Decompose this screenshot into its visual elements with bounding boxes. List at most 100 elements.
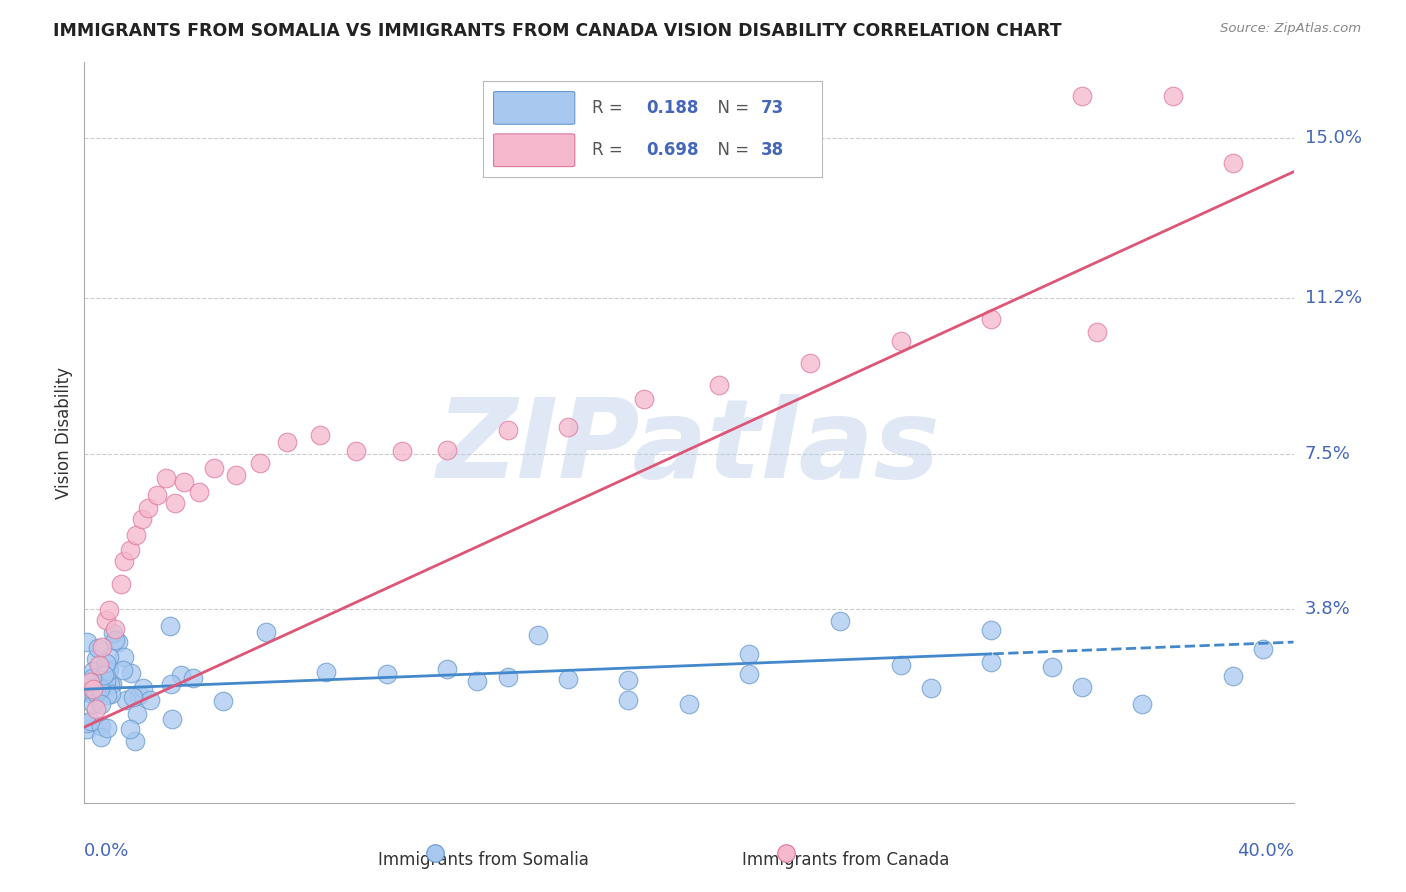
Point [467, 674, 489, 689]
Point [97, 664, 120, 678]
Point [96, 674, 118, 689]
Point [181, 671, 204, 685]
Point [1161, 89, 1184, 103]
Point [98, 677, 121, 691]
Point [104, 632, 127, 647]
Text: 0.0%: 0.0% [84, 842, 129, 860]
Point [496, 669, 519, 683]
Point [188, 484, 211, 499]
Point [617, 673, 640, 687]
Point [90, 730, 112, 744]
Point [391, 443, 413, 458]
Point [132, 681, 155, 695]
Y-axis label: Vision Disability: Vision Disability [55, 367, 73, 499]
Point [87, 640, 110, 655]
Point [120, 723, 142, 737]
Point [1253, 642, 1275, 657]
Point [120, 666, 142, 681]
Text: IMMIGRANTS FROM SOMALIA VS IMMIGRANTS FROM CANADA VISION DISABILITY CORRELATION : IMMIGRANTS FROM SOMALIA VS IMMIGRANTS FR… [53, 22, 1062, 40]
Point [90, 665, 112, 679]
Text: 7.5%: 7.5% [1305, 444, 1351, 463]
Point [79, 714, 101, 729]
Text: 11.2%: 11.2% [1305, 289, 1362, 307]
Point [89, 658, 111, 673]
Point [96, 721, 118, 735]
Text: Immigrants from Canada: Immigrants from Canada [742, 851, 950, 869]
Point [82, 682, 104, 697]
Point [82, 697, 104, 711]
Point [90, 719, 112, 733]
Point [104, 622, 127, 636]
Point [165, 496, 187, 510]
Point [96, 688, 118, 702]
Point [159, 619, 181, 633]
Text: 40.0%: 40.0% [1237, 842, 1294, 860]
Point [799, 356, 821, 370]
Point [83, 688, 105, 702]
Point [557, 673, 579, 687]
Point [139, 693, 162, 707]
Point [1040, 660, 1063, 674]
Point [114, 650, 136, 665]
Point [202, 461, 225, 475]
Point [97, 650, 120, 665]
Text: 3.8%: 3.8% [1305, 600, 1350, 618]
Point [86, 683, 108, 698]
Point [633, 392, 655, 407]
Point [211, 694, 233, 708]
Point [276, 434, 298, 449]
Point [112, 663, 135, 677]
Point [436, 443, 458, 458]
Point [1130, 697, 1153, 711]
Point [76, 684, 98, 698]
Point [496, 423, 519, 437]
Point [346, 444, 368, 458]
Point [76, 635, 98, 649]
Point [557, 419, 579, 434]
Point [890, 657, 912, 672]
Point [249, 456, 271, 470]
Point [103, 626, 125, 640]
Point [89, 682, 111, 697]
Point [82, 664, 104, 678]
Point [309, 427, 332, 442]
Point [1085, 325, 1108, 339]
Point [709, 377, 731, 392]
Point [122, 690, 145, 704]
Point [738, 647, 761, 661]
Point [124, 734, 146, 748]
Point [980, 655, 1002, 669]
Point [160, 712, 183, 726]
Point [375, 667, 398, 681]
Text: ZIPatlas: ZIPatlas [437, 394, 941, 501]
Point [738, 667, 761, 681]
Point [173, 475, 195, 490]
Point [920, 681, 942, 695]
Point [93, 668, 115, 682]
Point [1071, 89, 1094, 103]
Text: 15.0%: 15.0% [1305, 129, 1361, 147]
Point [225, 467, 247, 482]
Point [84, 652, 107, 666]
Point [100, 688, 122, 702]
Point [91, 640, 114, 654]
Point [1222, 668, 1244, 682]
Point [125, 527, 148, 541]
Point [101, 677, 124, 691]
Point [97, 603, 120, 617]
Point [315, 665, 337, 680]
Point [96, 656, 118, 670]
Point [98, 662, 121, 676]
Point [114, 692, 136, 706]
Point [127, 706, 149, 721]
Point [136, 500, 159, 515]
Point [617, 692, 640, 706]
Text: Source: ZipAtlas.com: Source: ZipAtlas.com [1220, 22, 1361, 36]
Point [110, 576, 132, 591]
Point [155, 471, 177, 485]
Point [830, 614, 852, 628]
Point [1222, 155, 1244, 169]
Point [980, 312, 1002, 326]
Point [160, 677, 183, 691]
Point [146, 488, 169, 502]
